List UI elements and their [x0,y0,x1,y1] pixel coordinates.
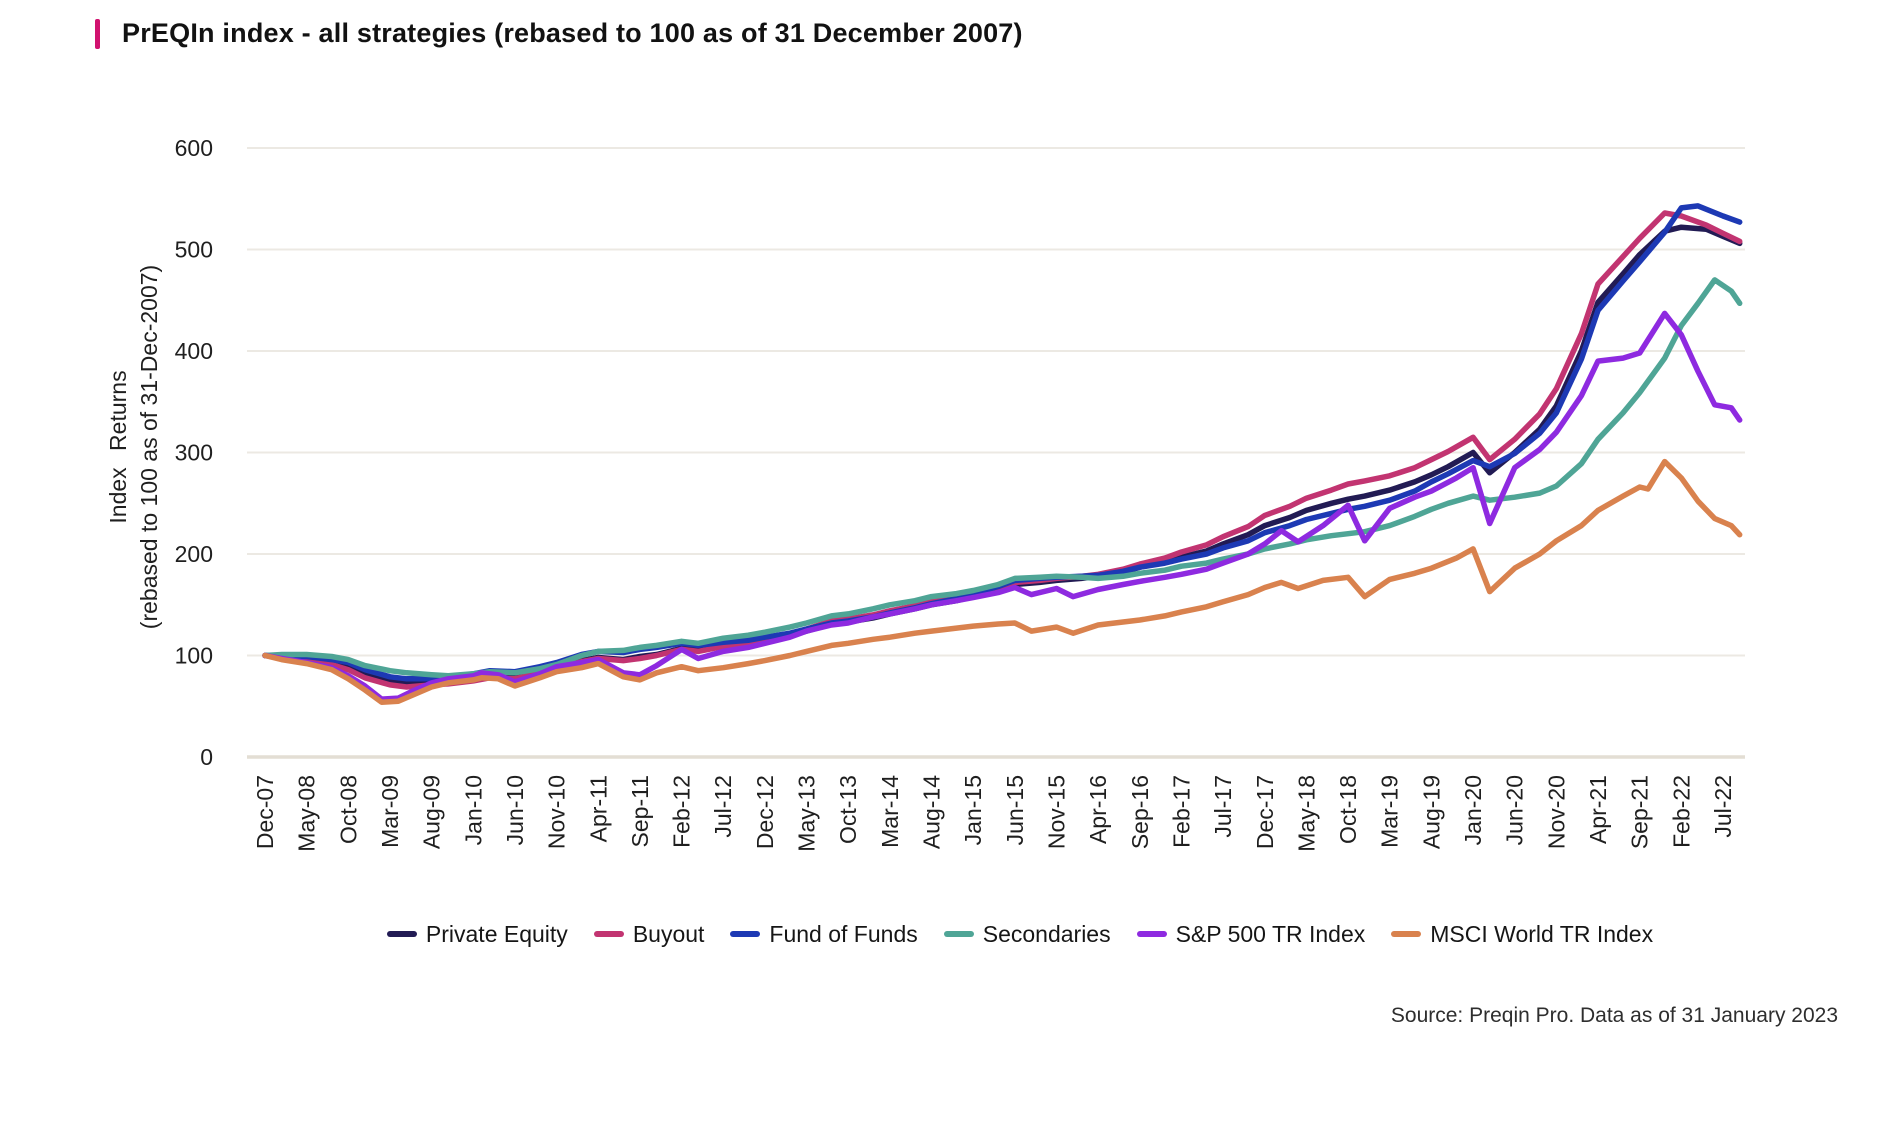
x-tick-label: Jul-22 [1710,775,1736,838]
y-tick-label: 100 [175,643,213,669]
legend-swatch [593,931,624,937]
legend-item-buyout: Buyout [593,920,705,948]
x-tick-label: Jul-17 [1210,775,1236,838]
page: PrEQIn index - all strategies (rebased t… [95,18,1838,1027]
x-tick-label: Apr-11 [585,775,611,842]
x-tick-label: Nov-10 [544,775,570,849]
y-tick-label: 300 [175,440,213,466]
legend-swatch [943,931,974,937]
x-tick-label: Apr-21 [1585,775,1611,844]
legend-label: S&P 500 TR Index [1175,920,1366,947]
legend-label: Fund of Funds [769,920,918,947]
x-tick-label: Jun-15 [1002,775,1028,845]
x-tick-label: Jun-20 [1502,775,1528,845]
y-axis-title-line2: (rebased to 100 as of 31-Dec-2007) [136,264,162,630]
x-tick-label: Sep-21 [1627,775,1653,849]
x-tick-label: Mar-09 [377,775,403,848]
legend-swatch [730,931,761,937]
title-accent-bar [95,18,100,49]
y-tick-label: 600 [175,135,213,161]
legend-item-msci-world-tr-index: MSCI World TR Index [1391,921,1653,948]
legend-item-secondaries: Secondaries [943,920,1111,948]
x-tick-label: Nov-15 [1043,775,1069,849]
x-tick-label: Aug-09 [419,775,445,849]
x-tick-label: Jan-15 [960,775,986,845]
y-tick-label: 200 [175,541,213,567]
series-line-s-p-500-tr-index [262,310,1743,702]
x-tick-label: Aug-19 [1418,775,1444,849]
x-tick-label: Feb-17 [1168,775,1194,848]
series-line-fund-of-funds [262,203,1743,682]
y-axis-title: Index Returns (rebased to 100 as of 31-D… [99,0,169,1147]
legend-label: Secondaries [982,920,1111,947]
legend-label: Private Equity [425,920,568,947]
series-line-msci-world-tr-index [262,458,1743,705]
x-tick-label: May-18 [1293,775,1319,852]
legend-swatch [386,931,417,937]
source-note: Source: Preqin Pro. Data as of 31 Januar… [1390,1004,1838,1027]
x-tick-label: May-13 [794,775,820,852]
series-line-private-equity [262,224,1743,687]
x-tick-label: Jul-12 [710,775,736,838]
x-tick-label: Dec-07 [252,775,278,849]
x-tick-label: Aug-14 [919,775,945,849]
legend: Private Equity Buyout Fund of Funds Seconda… [240,914,1800,954]
x-tick-label: Mar-14 [877,775,903,848]
legend-label: MSCI World TR Index [1430,920,1654,947]
x-tick-label: May-08 [294,775,320,852]
y-tick-label: 400 [175,338,213,364]
x-tick-label: Jan-20 [1460,775,1486,845]
x-tick-label: Nov-20 [1543,775,1569,849]
x-tick-label: Sep-16 [1127,775,1153,849]
x-tick-label: Feb-22 [1668,775,1694,848]
x-tick-label: Jan-10 [460,775,486,845]
y-tick-label: 0 [200,744,213,770]
legend-item-fund-of-funds: Fund of Funds [730,920,918,948]
x-tick-label: Dec-12 [752,775,778,849]
y-axis-title-line1: Index Returns [105,370,131,524]
legend-item-private-equity: Private Equity [386,920,568,948]
x-tick-label: Mar-19 [1377,775,1403,848]
x-tick-label: Dec-17 [1252,775,1278,849]
x-tick-label: Jun-10 [502,775,528,845]
legend-item-s-p-500-tr-index: S&P 500 TR Index [1136,920,1366,948]
x-tick-label: Sep-11 [627,775,653,847]
page-title: PrEQIn index - all strategies (rebased t… [122,18,1023,48]
series-line-secondaries [262,277,1743,679]
legend-swatch [1136,931,1167,937]
x-tick-label: Oct-13 [835,775,861,844]
x-tick-label: Feb-12 [669,775,695,848]
x-tick-label: Oct-18 [1335,775,1361,844]
x-tick-label: Oct-08 [335,775,361,844]
legend-label: Buyout [632,920,705,947]
legend-swatch [1391,931,1422,937]
line-chart: 0 100 200 300 400 500 600 Dec-07 May-08 Oct-08 Mar… [175,135,1745,852]
x-tick-label: Apr-16 [1085,775,1111,844]
y-tick-label: 500 [175,237,213,263]
chart-header: PrEQIn index - all strategies (rebased t… [95,18,1023,49]
